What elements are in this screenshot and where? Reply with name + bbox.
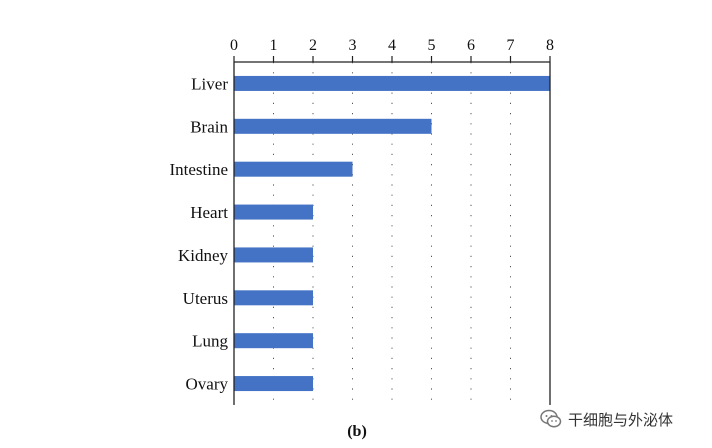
bar-intestine	[234, 161, 353, 177]
bar-liver	[234, 75, 550, 91]
bar-uterus	[234, 290, 313, 306]
x-tick-label: 8	[546, 37, 554, 54]
x-tick-label: 7	[507, 37, 515, 54]
category-label: Heart	[190, 203, 228, 222]
category-labels: Liver Brain Intestine Heart Kidney Uterus Lung…	[169, 74, 228, 393]
category-label: Liver	[191, 74, 228, 93]
bar-ovary	[234, 376, 313, 392]
category-label: Brain	[190, 117, 228, 136]
grid-lines	[273, 62, 511, 405]
bars	[234, 75, 550, 392]
x-tick-label: 2	[309, 37, 317, 54]
x-tick-label: 3	[349, 37, 357, 54]
category-label: Kidney	[178, 246, 229, 265]
x-tick-label: 0	[230, 37, 238, 54]
panel-label: (b)	[347, 423, 367, 440]
bar-heart	[234, 204, 313, 220]
x-tick-label: 5	[428, 37, 436, 54]
bar-lung	[234, 333, 313, 349]
category-label: Uterus	[183, 289, 228, 308]
category-label: Ovary	[186, 375, 229, 394]
bar-kidney	[234, 247, 313, 263]
wechat-icon	[540, 409, 562, 428]
bar-brain	[234, 118, 432, 134]
watermark: 干细胞与外泌体	[540, 408, 673, 430]
x-tick-label: 1	[270, 37, 278, 54]
x-tick-label: 6	[467, 37, 475, 54]
category-label: Lung	[192, 332, 228, 351]
watermark-text: 干细胞与外泌体	[568, 410, 674, 429]
category-label: Intestine	[169, 160, 228, 179]
tick-labels: 0 1 2 3 4 5 6 7 8	[230, 37, 554, 54]
x-tick-label: 4	[388, 37, 396, 54]
axes	[233, 56, 551, 405]
